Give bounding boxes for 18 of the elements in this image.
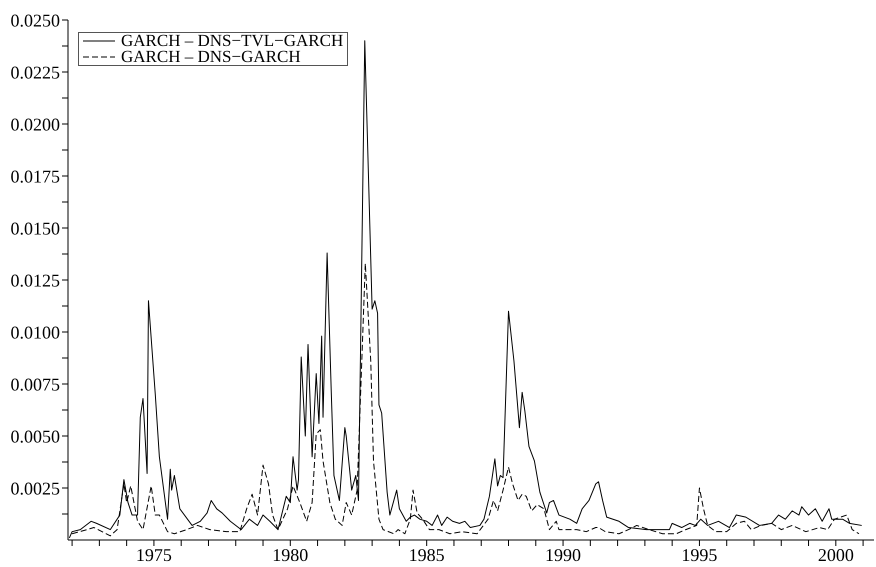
y-tick-label: 0.0125 xyxy=(10,270,60,290)
y-tick-label: 0.0175 xyxy=(10,166,60,186)
y-tick-label: 0.0200 xyxy=(10,114,60,134)
x-tick-label: 1975 xyxy=(136,544,172,565)
y-tick-label: 0.0225 xyxy=(10,62,60,82)
y-tick-label: 0.0100 xyxy=(10,322,60,342)
y-tick-label: 0.0075 xyxy=(10,374,60,394)
x-tick-label: 2000 xyxy=(818,544,854,565)
x-tick-label: 1995 xyxy=(681,544,718,565)
y-tick-label: 0.0025 xyxy=(10,478,60,498)
legend-label: GARCH – DNS−GARCH xyxy=(121,47,301,66)
y-tick-label: 0.0250 xyxy=(10,10,60,30)
y-tick-label: 0.0050 xyxy=(10,426,60,446)
x-tick-label: 1985 xyxy=(408,544,445,565)
x-tick-label: 1990 xyxy=(545,544,582,565)
x-tick-label: 1980 xyxy=(272,544,308,565)
legend-label: GARCH – DNS−TVL−GARCH xyxy=(121,31,344,50)
y-tick-label: 0.0150 xyxy=(10,218,60,238)
